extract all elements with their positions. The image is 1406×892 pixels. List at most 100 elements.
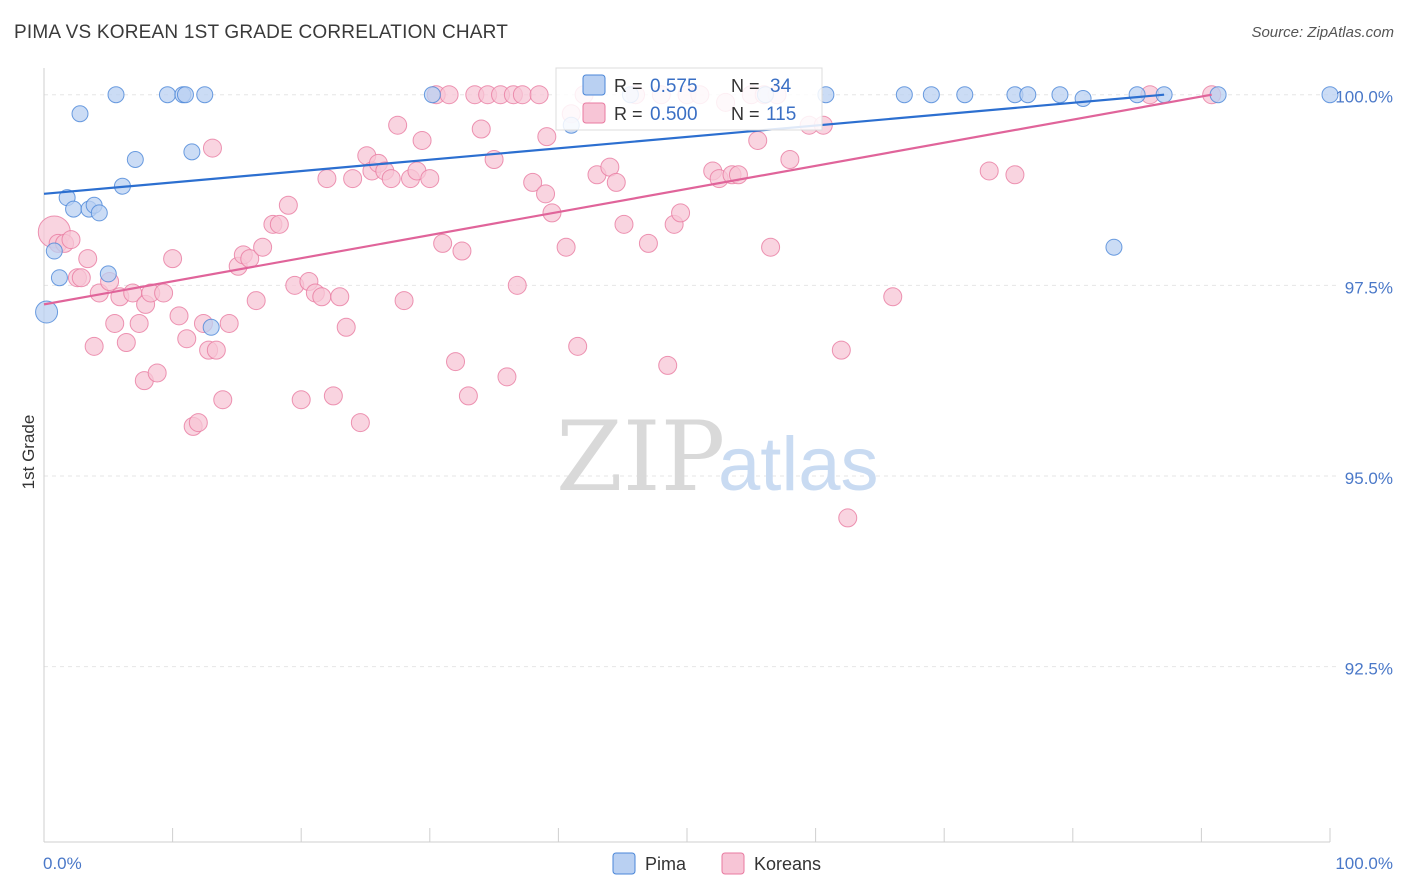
pima-n-label: N = [731,76,760,96]
koreans-point [105,313,125,333]
x-tick-label-max: 100.0% [1335,854,1393,873]
koreans-point [291,390,311,410]
pima-point [1019,86,1037,104]
koreans-point [507,275,527,295]
pima-point [90,204,108,222]
pima-point [1105,238,1123,256]
koreans-point [412,130,432,150]
koreans-r-value: 0.500 [650,104,698,125]
tick-labels: 100.0% 97.5% 95.0% 92.5% 0.0% 100.0% [43,88,1393,873]
koreans-point [536,184,556,204]
pima-point [107,86,125,104]
koreans-point [883,287,903,307]
x-tick-label-min: 0.0% [43,854,82,873]
pima-n-value: 34 [770,76,792,97]
y-axis-label: 1st Grade [19,415,38,490]
koreans-point [458,386,478,406]
pima-point [50,269,68,287]
koreans-point [278,195,298,215]
watermark-atlas: atlas [718,422,879,507]
pima-point [99,265,117,283]
koreans-point [556,237,576,257]
pima-r-value: 0.575 [650,76,698,97]
koreans-point [219,313,239,333]
koreans-point [512,85,532,105]
koreans-point [169,306,189,326]
pima-point [45,242,63,260]
series-legend: Pima Koreans [612,852,821,875]
koreans-point [78,249,98,269]
koreans-point [129,313,149,333]
y-tick-label: 95.0% [1345,469,1393,488]
koreans-n-value: 115 [766,104,796,125]
koreans-point [147,363,167,383]
pima-point [158,86,176,104]
pima-point [1051,86,1069,104]
koreans-point [979,161,999,181]
pima-point [35,300,59,324]
pima-point [1209,86,1227,104]
pima-point [1321,86,1339,104]
koreans-point [452,241,472,261]
koreans-point [323,386,343,406]
koreans-point [177,329,197,349]
source-credit: Source: ZipAtlas.com [1251,24,1394,41]
koreans-point [439,85,459,105]
koreans-point [350,413,370,433]
koreans-point [394,291,414,311]
koreans-point [420,169,440,189]
pima-r-label: R = [614,76,643,96]
pima-point [895,86,913,104]
koreans-point [497,367,517,387]
koreans-point [343,169,363,189]
pima-point [1074,90,1092,108]
pima-swatch [582,74,606,96]
legend-pima-swatch [612,852,636,875]
pima-point [71,105,89,123]
pima-point [183,143,201,161]
koreans-point [568,336,588,356]
y-tick-label: 92.5% [1345,660,1393,679]
koreans-point [446,352,466,372]
koreans-point [202,138,222,158]
pima-point [1128,86,1146,104]
axes [43,68,1331,843]
y-tick-label: 100.0% [1335,88,1393,107]
koreans-point [116,333,136,353]
koreans-point [330,287,350,307]
watermark: ZIP atlas [556,401,879,513]
legend-koreans-label: Koreans [754,854,821,874]
koreans-n-label: N = [731,104,760,124]
pima-points [35,86,1339,336]
koreans-point [1005,165,1025,185]
pima-point [202,318,220,336]
koreans-point [381,169,401,189]
pima-trend-line [43,93,1165,195]
koreans-point [84,336,104,356]
koreans-point [269,214,289,234]
koreans-trend-line [43,93,1212,306]
koreans-point [529,85,549,105]
koreans-point [317,169,337,189]
koreans-point [154,283,174,303]
koreans-point [780,150,800,170]
koreans-point [761,237,781,257]
koreans-point [213,390,233,410]
koreans-point [336,317,356,337]
koreans-points [37,85,1222,528]
pima-point [126,151,144,169]
koreans-point [388,115,408,135]
koreans-point [537,127,557,147]
chart-title: PIMA VS KOREAN 1ST GRADE CORRELATION CHA… [14,22,509,43]
koreans-point [658,355,678,375]
pima-point [922,86,940,104]
koreans-point [433,233,453,253]
koreans-r-label: R = [614,104,643,124]
pima-point [196,86,214,104]
koreans-point [523,172,543,192]
pima-point [956,86,974,104]
legend-pima-label: Pima [645,854,687,874]
koreans-point [471,119,491,139]
koreans-point [671,203,691,223]
